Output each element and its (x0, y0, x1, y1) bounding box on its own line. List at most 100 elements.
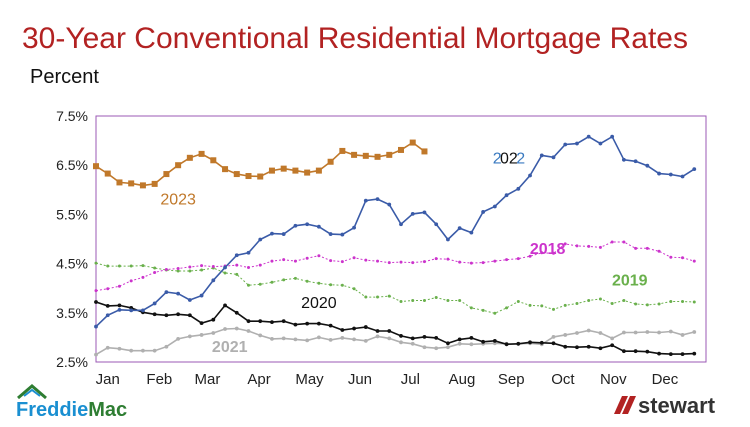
data-point (516, 257, 520, 261)
data-point (129, 279, 133, 283)
data-point (399, 340, 403, 345)
data-point (411, 299, 415, 302)
data-point (292, 167, 299, 174)
data-point (270, 231, 274, 236)
data-point (211, 278, 216, 283)
data-point (199, 321, 204, 326)
data-point (621, 330, 626, 335)
data-point (94, 324, 98, 329)
data-point (387, 202, 392, 207)
data-point (504, 193, 509, 198)
data-point (422, 210, 427, 215)
data-point (316, 321, 321, 326)
data-point (258, 282, 262, 286)
data-point (411, 261, 415, 265)
data-point (657, 302, 661, 306)
data-point (598, 297, 602, 301)
data-point (164, 344, 169, 349)
data-point (163, 171, 170, 178)
data-point (200, 268, 204, 272)
data-point (387, 294, 391, 298)
data-point (621, 157, 626, 162)
data-point (329, 283, 333, 287)
data-point (586, 344, 591, 349)
data-point (293, 276, 297, 280)
series-2023 (93, 139, 428, 189)
data-point (268, 167, 275, 174)
series-line-2019 (95, 262, 695, 314)
data-point (117, 303, 122, 308)
data-point (94, 300, 98, 304)
data-point (233, 171, 240, 178)
data-point (235, 263, 239, 267)
x-tick-label: May (295, 371, 324, 388)
data-point (505, 258, 509, 262)
data-point (610, 240, 614, 244)
series-line-2021 (95, 327, 695, 356)
data-point (305, 279, 309, 283)
data-point (340, 232, 345, 237)
data-point (633, 349, 638, 354)
data-point (634, 302, 638, 306)
data-point (422, 335, 427, 339)
data-point (258, 263, 262, 267)
data-point (315, 167, 322, 174)
data-point (645, 246, 649, 250)
data-point (176, 291, 181, 296)
data-point (457, 341, 462, 346)
data-point (270, 320, 274, 325)
x-tick-label: Apr (247, 371, 270, 388)
data-point (235, 272, 239, 276)
data-point (458, 299, 462, 302)
data-point (105, 345, 110, 350)
data-point (692, 259, 696, 263)
data-point (669, 255, 673, 259)
data-point (339, 147, 346, 154)
data-point (551, 341, 556, 346)
data-point (141, 275, 145, 279)
data-point (434, 296, 438, 300)
data-point (141, 308, 145, 313)
data-point (387, 261, 391, 265)
data-point (363, 325, 368, 329)
data-point (187, 334, 192, 339)
data-point (257, 173, 264, 180)
logo-text-stewart: stewart (638, 393, 716, 418)
data-point (399, 222, 403, 227)
data-point (539, 153, 544, 158)
stewart-mark-icon (614, 396, 636, 414)
data-point (387, 336, 392, 341)
data-point (246, 319, 251, 324)
data-point (128, 180, 135, 187)
data-point (552, 251, 555, 255)
data-point (563, 333, 568, 337)
logo-text-mac: Mac (88, 399, 127, 421)
data-point (645, 349, 650, 354)
data-point (329, 259, 333, 263)
data-point (575, 244, 579, 248)
data-point (680, 174, 685, 179)
data-point (410, 212, 415, 216)
y-tick-label: 4.5% (56, 256, 88, 272)
data-point (198, 150, 205, 157)
data-point (540, 304, 544, 308)
data-point (282, 278, 286, 282)
data-point (117, 264, 121, 268)
data-point (421, 148, 428, 155)
data-point (211, 331, 216, 335)
y-tick-label: 7.5% (56, 108, 88, 124)
data-point (352, 337, 356, 342)
data-point (634, 246, 638, 250)
data-point (304, 169, 311, 176)
data-point (93, 163, 99, 170)
data-point (551, 155, 556, 160)
data-point (129, 264, 133, 268)
x-tick-label: Jan (96, 371, 120, 388)
data-point (375, 197, 380, 202)
data-point (610, 336, 615, 341)
series-label-2020: 2020 (301, 295, 337, 312)
y-axis-label: Percent (30, 66, 99, 88)
data-point (141, 348, 145, 353)
data-point (188, 269, 192, 273)
